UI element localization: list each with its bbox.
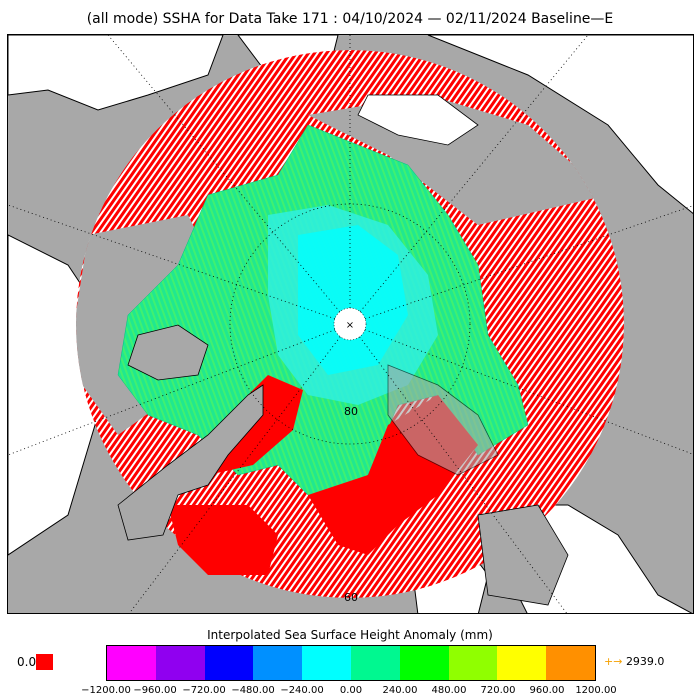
- colorbar-tick-label: −720.00: [182, 685, 226, 696]
- colorbar-segment: [546, 646, 595, 680]
- colorbar-tick-label: −960.00: [133, 685, 177, 696]
- colorbar-tick-label: −480.00: [231, 685, 275, 696]
- colorbar-segment: [497, 646, 547, 680]
- lat-label-80: 80: [344, 405, 358, 418]
- lat-label-60: 60: [344, 591, 358, 604]
- colorbar-segment: [350, 646, 400, 680]
- legend-title: Interpolated Sea Surface Height Anomaly …: [207, 628, 493, 642]
- colorbar-tick-label: 960.00: [529, 685, 565, 696]
- colorbar-tick-label: 720.00: [480, 685, 516, 696]
- zero-value-swatch: [36, 654, 53, 670]
- colorbar-tick-label: 240.00: [382, 685, 418, 696]
- colorbar-tick-label: 1200.00: [575, 685, 617, 696]
- max-value-indicator: +→ 2939.0: [604, 655, 664, 668]
- colorbar-tick-label: 480.00: [431, 685, 467, 696]
- colorbar-tick-label: −240.00: [280, 685, 324, 696]
- colorbar-ticks: −1200.00 −960.00 −720.00 −480.00 −240.00 0.00…: [0, 685, 700, 699]
- zero-value-label: 0.0: [17, 655, 37, 669]
- polar-map: × 80 60: [8, 35, 693, 613]
- colorbar-segment: [302, 646, 351, 680]
- colorbar: [106, 645, 596, 681]
- colorbar-segment: [448, 646, 498, 680]
- max-arrow-icon: +→: [604, 655, 623, 668]
- pole-marker: ×: [346, 320, 354, 331]
- graticule: [8, 35, 693, 613]
- colorbar-segment: [204, 646, 254, 680]
- map-frame: × 80 60: [7, 34, 694, 614]
- colorbar-tick-label: −1200.00: [81, 685, 131, 696]
- colorbar-tick-label: 0.00: [339, 685, 363, 696]
- map-title: (all mode) SSHA for Data Take 171 : 04/1…: [86, 11, 614, 27]
- colorbar-segment: [155, 646, 205, 680]
- pole-hole: [333, 307, 367, 341]
- max-value: 2939.0: [625, 655, 665, 668]
- colorbar-segment: [253, 646, 303, 680]
- colorbar-segment: [399, 646, 449, 680]
- colorbar-segment: [107, 646, 156, 680]
